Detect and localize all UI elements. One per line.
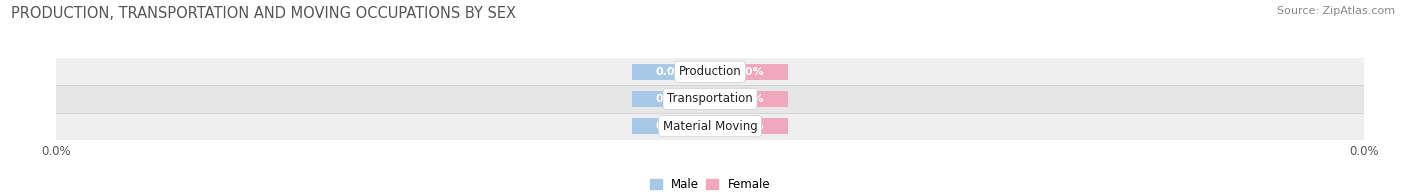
Bar [56, 113, 1364, 140]
Bar [56, 85, 1364, 113]
Text: PRODUCTION, TRANSPORTATION AND MOVING OCCUPATIONS BY SEX: PRODUCTION, TRANSPORTATION AND MOVING OC… [11, 6, 516, 21]
Text: 0.0%: 0.0% [655, 121, 686, 131]
Text: Material Moving: Material Moving [662, 120, 758, 133]
Bar [710, 64, 789, 80]
Bar [631, 91, 710, 107]
Text: Transportation: Transportation [668, 93, 752, 105]
Text: 0.0%: 0.0% [655, 67, 686, 77]
Bar [710, 118, 789, 134]
Bar [631, 64, 710, 80]
Text: 0.0%: 0.0% [734, 94, 765, 104]
Text: Source: ZipAtlas.com: Source: ZipAtlas.com [1277, 6, 1395, 16]
Bar [631, 118, 710, 134]
Text: 0.0%: 0.0% [734, 67, 765, 77]
Bar [710, 91, 789, 107]
Legend: Male, Female: Male, Female [645, 173, 775, 196]
Text: Production: Production [679, 65, 741, 78]
Bar [56, 58, 1364, 85]
Text: 0.0%: 0.0% [655, 94, 686, 104]
Text: 0.0%: 0.0% [734, 121, 765, 131]
